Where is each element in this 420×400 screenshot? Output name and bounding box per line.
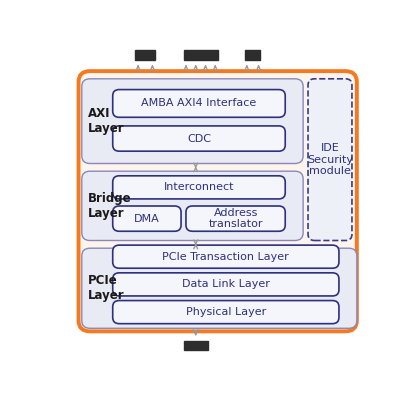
FancyBboxPatch shape	[186, 206, 285, 231]
Text: Interconnect: Interconnect	[164, 182, 234, 192]
FancyBboxPatch shape	[113, 176, 285, 199]
FancyBboxPatch shape	[113, 90, 285, 117]
Text: IDE
Security
module: IDE Security module	[307, 143, 353, 176]
Text: PCIe
Layer: PCIe Layer	[88, 274, 124, 302]
Text: PCIe Transaction Layer: PCIe Transaction Layer	[163, 252, 289, 262]
FancyBboxPatch shape	[79, 71, 357, 331]
FancyBboxPatch shape	[184, 341, 208, 350]
FancyBboxPatch shape	[113, 245, 339, 268]
Text: AMBA AXI4 Interface: AMBA AXI4 Interface	[142, 98, 257, 108]
FancyBboxPatch shape	[113, 126, 285, 151]
FancyBboxPatch shape	[308, 79, 352, 240]
Text: Address
translator: Address translator	[208, 208, 263, 230]
Text: Physical Layer: Physical Layer	[186, 307, 266, 317]
FancyBboxPatch shape	[82, 79, 303, 164]
Text: CDC: CDC	[187, 134, 211, 144]
FancyBboxPatch shape	[113, 300, 339, 324]
FancyBboxPatch shape	[82, 248, 357, 328]
Text: Bridge
Layer: Bridge Layer	[88, 192, 131, 220]
FancyBboxPatch shape	[82, 171, 303, 240]
FancyBboxPatch shape	[184, 50, 218, 60]
FancyBboxPatch shape	[245, 50, 260, 60]
Text: DMA: DMA	[134, 214, 160, 224]
FancyBboxPatch shape	[113, 273, 339, 296]
Text: AXI
Layer: AXI Layer	[88, 107, 124, 135]
FancyBboxPatch shape	[135, 50, 155, 60]
FancyBboxPatch shape	[113, 206, 181, 231]
Text: Data Link Layer: Data Link Layer	[182, 279, 270, 289]
